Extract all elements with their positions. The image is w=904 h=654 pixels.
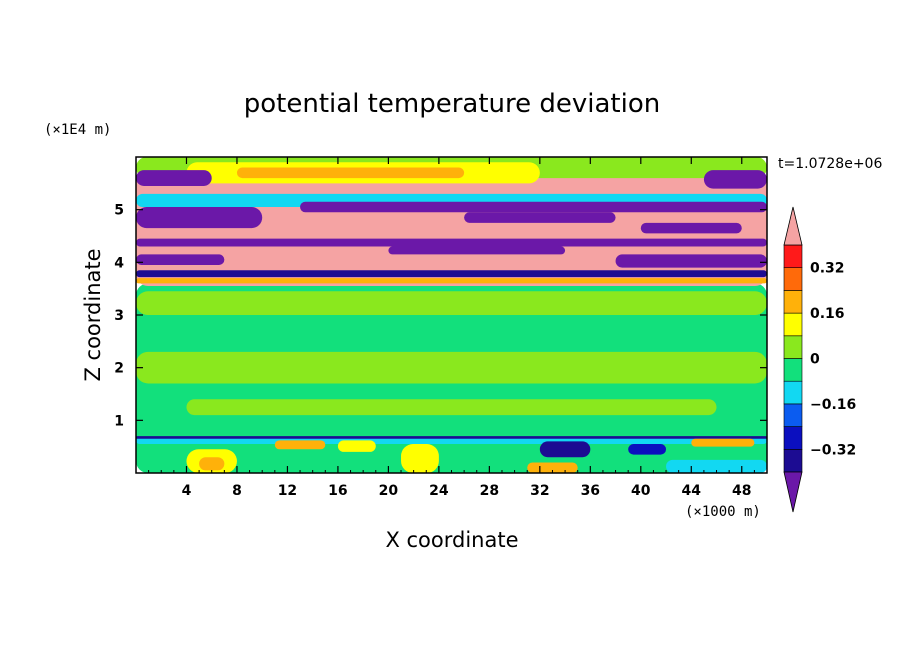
colorbar-segment	[783, 290, 803, 314]
field-region-29	[539, 441, 591, 458]
colorbar-tick-label: 0	[810, 352, 820, 368]
plot-area	[136, 157, 767, 473]
y-tick-label: 2	[114, 361, 124, 377]
colorbar-segment	[783, 358, 803, 382]
y-tick-label: 5	[114, 203, 124, 219]
x-tick-label: 4	[182, 483, 192, 499]
colorbar-tick-label: −0.16	[810, 397, 856, 413]
colorbar-segment	[783, 335, 803, 359]
field-region-1	[136, 351, 767, 384]
y-axis-ticks: 1 2 3 4 5	[114, 203, 767, 429]
field-region-24	[199, 457, 225, 471]
colorbar-over-triangle	[783, 206, 803, 246]
x-axis-ticks: 4 8 12 16 20 24 28 32 36 40 44 48	[148, 157, 755, 499]
field-region-12	[300, 201, 767, 213]
colorbar-tick-label: 0.16	[810, 306, 845, 322]
field-region-27	[337, 440, 376, 452]
chart-title: potential temperature deviation	[244, 89, 660, 119]
colorbar-tick-label: 0.32	[810, 261, 845, 277]
field-region-16	[388, 246, 566, 255]
y-axis-title: Z coordinate	[81, 248, 105, 381]
field-region-14	[640, 222, 742, 234]
colorbar-segment	[783, 448, 803, 473]
time-label: t=1.0728e+06	[778, 156, 882, 172]
colorbar-segment	[783, 267, 803, 291]
colorbar-under-triangle	[783, 471, 803, 513]
colorbar-tick-label: −0.32	[810, 442, 856, 458]
x-tick-label: 28	[480, 483, 499, 499]
field-region-2	[136, 291, 767, 315]
x-tick-label: 12	[278, 483, 297, 499]
colorbar-segment	[783, 426, 803, 450]
x-tick-label: 44	[682, 483, 702, 499]
x-axis-title: X coordinate	[385, 528, 518, 552]
field-region-15	[136, 238, 767, 247]
field-region-20	[136, 278, 767, 284]
field-region-17	[136, 254, 225, 265]
y-tick-label: 4	[114, 255, 124, 271]
colorbar-segment	[783, 403, 803, 427]
field-region-22	[136, 436, 767, 439]
colorbar-segment	[783, 312, 803, 337]
x-tick-label: 24	[429, 483, 449, 499]
field-region-26	[401, 444, 439, 473]
field-region-13	[464, 212, 616, 223]
colorbar-segment	[783, 244, 803, 269]
y-tick-label: 1	[114, 413, 124, 429]
x-tick-label: 8	[232, 483, 242, 499]
x-tick-label: 20	[379, 483, 399, 499]
colorbar: −0.32 −0.16 0 0.16 0.32	[783, 206, 856, 513]
field-region-31	[628, 444, 667, 455]
x-tick-label: 32	[530, 483, 549, 499]
field-region-11	[136, 207, 263, 229]
field-region-19	[136, 270, 767, 278]
x-tick-label: 40	[631, 483, 651, 499]
field-region-32	[691, 438, 755, 447]
x-tick-label: 16	[328, 483, 347, 499]
field-region-18	[615, 254, 767, 268]
field-region-3	[186, 399, 717, 416]
field-region-8	[136, 170, 212, 186]
y-tick-label: 3	[114, 308, 124, 324]
field-region-9	[703, 170, 767, 189]
x-axis-unit: (×1000 m)	[685, 504, 761, 520]
field-region-7	[236, 167, 465, 179]
y-axis-unit: (×1E4 m)	[44, 122, 111, 138]
field-region-25	[274, 440, 326, 450]
x-tick-label: 36	[581, 483, 600, 499]
x-tick-label: 48	[732, 483, 751, 499]
colorbar-segment	[783, 380, 803, 405]
